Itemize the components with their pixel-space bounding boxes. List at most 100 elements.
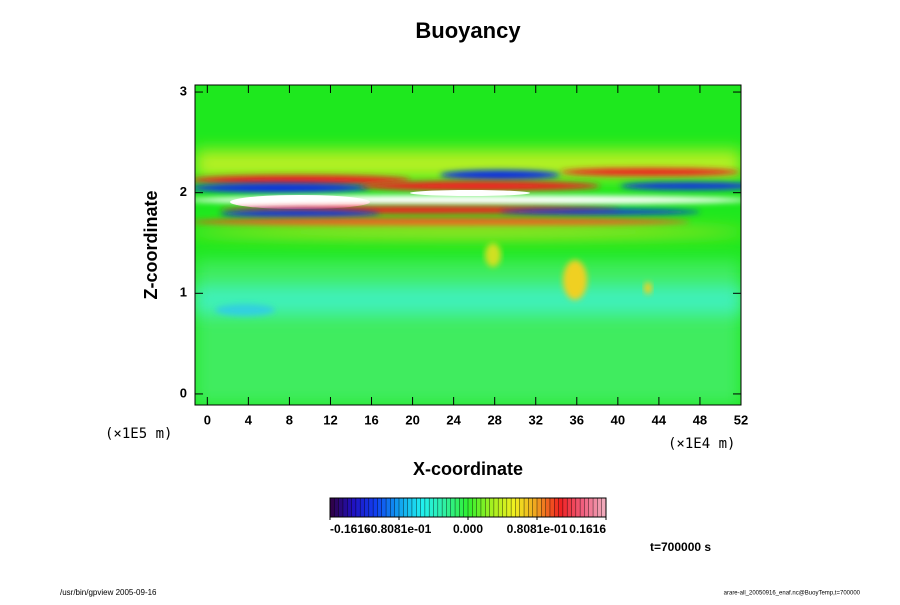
time-label: t=700000 s — [650, 540, 711, 554]
x-tick-label: 24 — [446, 412, 461, 427]
colorbar-segment — [515, 498, 521, 517]
colorbar-tick-label: 0.1616 — [569, 522, 606, 536]
footer-left: /usr/bin/gpview 2005-09-16 — [60, 588, 157, 597]
colorbar-segment — [480, 498, 486, 517]
colorbar-segment — [381, 498, 387, 517]
colorbar-segment — [437, 498, 443, 517]
colorbar-segment — [446, 498, 452, 517]
colorbar-segment — [351, 498, 357, 517]
colorbar-segment — [368, 498, 374, 517]
colorbar-segment — [476, 498, 482, 517]
y-tick-label: 2 — [180, 184, 187, 199]
footer-right: arare-all_20050916_enaf.nc@BuoyTemp,t=70… — [724, 591, 861, 597]
colorbar-segment — [403, 498, 408, 517]
colorbar-segment — [334, 498, 339, 517]
colorbar-segment — [472, 498, 477, 517]
x-tick-label: 28 — [487, 412, 501, 427]
colorbar-segment — [407, 498, 413, 517]
colorbar-segment — [502, 498, 508, 517]
colorbar-segment — [429, 498, 434, 517]
x-tick-label: 12 — [323, 412, 337, 427]
colorbar-segment — [545, 498, 551, 517]
colorbar-segment — [485, 498, 490, 517]
colorbar-segment — [377, 498, 383, 517]
colorbar-segment — [532, 498, 538, 517]
colorbar-segment — [528, 498, 533, 517]
colorbar-segment — [330, 498, 335, 517]
colorbar-tick-label: -0.8081e-01 — [367, 522, 432, 536]
colorbar-tick-label: 0.8081e-01 — [507, 522, 568, 536]
colorbar-segment — [364, 498, 370, 517]
colorbar: -0.1616-0.8081e-01 0.000 0.8081e-01 0.1616 — [329, 497, 607, 536]
colorbar-segment — [338, 498, 344, 517]
colorbar-segment — [424, 498, 430, 517]
colorbar-segment — [355, 498, 361, 517]
colorbar-segment — [489, 498, 495, 517]
y-unit: (×1E5 m) — [105, 426, 172, 442]
colorbar-segment — [511, 498, 516, 517]
y-tick-label: 3 — [180, 83, 187, 98]
chart-title: Buoyancy — [415, 18, 521, 43]
colorbar-segment — [399, 498, 404, 517]
colorbar-segment — [498, 498, 503, 517]
colorbar-segment — [588, 498, 594, 517]
colorbar-tick-label: -0.1616 — [330, 522, 371, 536]
x-tick-label: 40 — [611, 412, 625, 427]
colorbar-segment — [601, 498, 607, 517]
x-tick-label: 8 — [286, 412, 293, 427]
colorbar-segment — [420, 498, 426, 517]
colorbar-segment — [468, 498, 473, 517]
x-tick-label: 0 — [204, 412, 211, 427]
x-tick-label: 48 — [693, 412, 707, 427]
colorbar-segment — [597, 498, 602, 517]
colorbar-segment — [524, 498, 529, 517]
x-tick-label: 20 — [405, 412, 419, 427]
colorbar-segment — [394, 498, 400, 517]
colorbar-segment — [537, 498, 542, 517]
colorbar-segment — [347, 498, 352, 517]
colorbar-segment — [455, 498, 460, 517]
colorbar-segment — [442, 498, 447, 517]
colorbar-segment — [567, 498, 572, 517]
colorbar-segment — [411, 498, 417, 517]
colorbar-segment — [493, 498, 499, 517]
x-axis-label: X-coordinate — [413, 459, 523, 479]
colorbar-segment — [386, 498, 391, 517]
colorbar-segment — [575, 498, 581, 517]
colorbar-segment — [506, 498, 512, 517]
colorbar-segment — [459, 498, 464, 517]
x-tick-label: 4 — [245, 412, 253, 427]
plot-frame — [194, 84, 742, 406]
y-tick-label: 1 — [180, 285, 187, 300]
colorbar-segment — [571, 498, 577, 517]
colorbar-segment — [558, 498, 564, 517]
field — [195, 85, 741, 405]
x-tick-label: 52 — [734, 412, 748, 427]
colorbar-segment — [562, 498, 568, 517]
colorbar-segment — [554, 498, 559, 517]
colorbar-segment — [450, 498, 456, 517]
x-tick-label: 36 — [570, 412, 584, 427]
colorbar-segment — [342, 498, 348, 517]
x-tick-label: 16 — [364, 412, 378, 427]
y-axis-label: Z-coordinate — [141, 190, 161, 299]
colorbar-segment — [360, 498, 365, 517]
x-tick-label: 32 — [529, 412, 543, 427]
colorbar-segment — [463, 498, 469, 517]
colorbar-segment — [580, 498, 585, 517]
colorbar-segment — [519, 498, 525, 517]
colorbar-segment — [416, 498, 421, 517]
colorbar-segment — [593, 498, 598, 517]
x-unit: (×1E4 m) — [668, 436, 735, 452]
colorbar-segment — [390, 498, 395, 517]
colorbar-segment — [373, 498, 378, 517]
colorbar-segment — [584, 498, 590, 517]
colorbar-segment — [549, 498, 555, 517]
y-tick-label: 0 — [180, 385, 187, 400]
x-tick-label: 44 — [652, 412, 667, 427]
colorbar-segment — [541, 498, 546, 517]
colorbar-segment — [433, 498, 439, 517]
colorbar-tick-label: 0.000 — [453, 522, 483, 536]
